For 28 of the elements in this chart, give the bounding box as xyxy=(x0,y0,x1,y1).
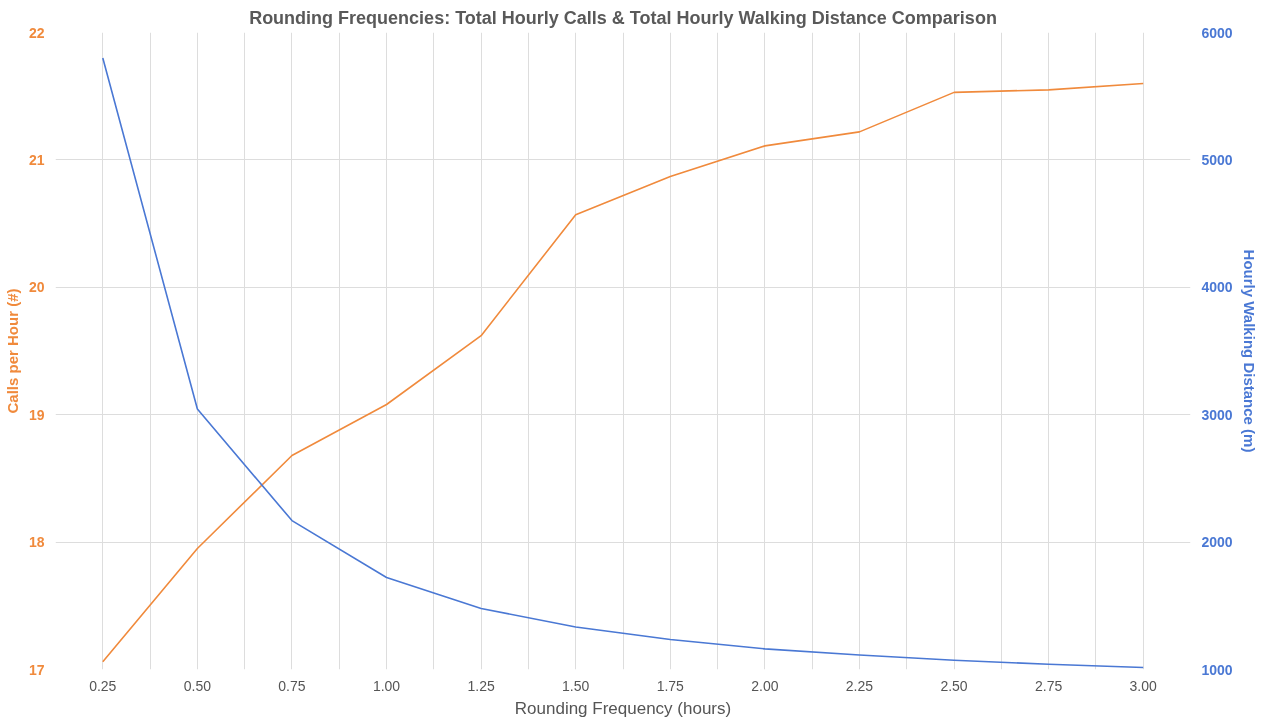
y-tick-label: 18 xyxy=(28,534,45,551)
x-tick-label: 2.75 xyxy=(1035,677,1063,694)
x-tick-label: 2.00 xyxy=(751,677,779,694)
x-tick-label: 1.75 xyxy=(656,677,685,694)
y-tick-label: 22 xyxy=(28,24,45,41)
x-tick-label: 2.50 xyxy=(940,677,968,694)
y-tick-label: 20 xyxy=(28,279,45,296)
y-tick-label: 19 xyxy=(28,406,45,423)
y2-tick-label: 3000 xyxy=(1201,406,1233,423)
x-tick-label: 0.25 xyxy=(89,677,117,694)
x-tick-label: 0.75 xyxy=(278,677,306,694)
y2-tick-label: 1000 xyxy=(1201,661,1233,678)
y2-tick-label: 6000 xyxy=(1201,24,1233,41)
x-tick-label: 0.50 xyxy=(183,677,212,694)
y2-axis-title: Hourly Walking Distance (m) xyxy=(1240,249,1258,453)
x-tick-label: 1.00 xyxy=(372,677,401,694)
y2-tick-label: 4000 xyxy=(1201,279,1233,296)
y2-tick-label: 5000 xyxy=(1201,151,1233,168)
y-tick-label: 21 xyxy=(28,151,45,168)
y-axis-title: Calls per Hour (#) xyxy=(3,288,21,414)
chart-title: Rounding Frequencies: Total Hourly Calls & Total Hourly Walking Distance Comparison xyxy=(249,7,997,28)
x-axis-title: Rounding Frequency (hours) xyxy=(514,698,732,718)
x-tick-label: 1.25 xyxy=(467,677,495,694)
x-tick-label: 1.50 xyxy=(562,677,590,694)
x-tick-label: 3.00 xyxy=(1129,677,1158,694)
x-tick-label: 2.25 xyxy=(845,677,874,694)
y2-tick-label: 2000 xyxy=(1201,534,1233,551)
y-tick-label: 17 xyxy=(28,661,45,678)
